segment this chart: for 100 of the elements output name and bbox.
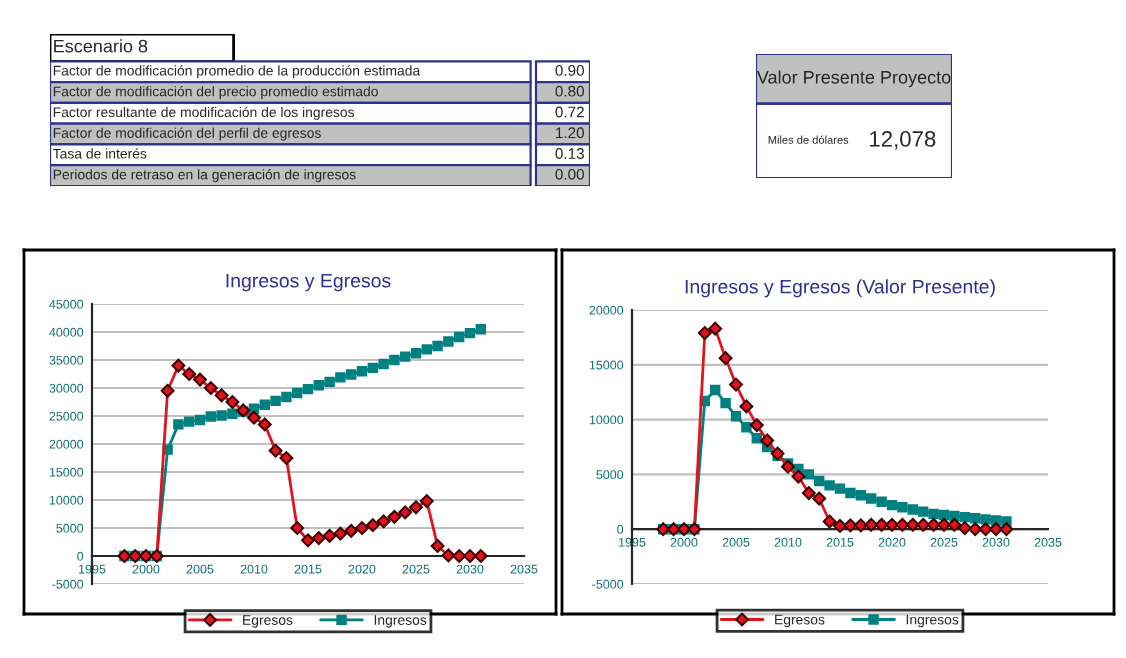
point xyxy=(905,517,920,532)
point xyxy=(864,517,879,532)
point xyxy=(957,521,972,536)
point xyxy=(257,417,272,432)
point xyxy=(290,521,305,535)
point xyxy=(739,399,754,414)
point xyxy=(895,517,910,532)
point xyxy=(389,354,400,366)
point xyxy=(813,475,825,487)
point xyxy=(729,377,743,392)
point xyxy=(365,518,380,533)
point xyxy=(291,387,303,399)
point xyxy=(378,358,389,370)
point xyxy=(916,517,931,532)
point xyxy=(803,469,815,480)
point xyxy=(311,531,326,546)
point xyxy=(999,522,1014,537)
text: Escenario 8 xyxy=(54,39,148,53)
point xyxy=(194,414,206,426)
point xyxy=(949,510,960,522)
point xyxy=(398,505,413,520)
point xyxy=(473,549,488,563)
point xyxy=(432,340,443,352)
point xyxy=(227,408,238,419)
point xyxy=(387,509,402,524)
point xyxy=(938,509,950,521)
chart-title: Ingresos y Egresos (Valor Presente) xyxy=(685,279,995,298)
point xyxy=(791,469,806,484)
point xyxy=(441,548,456,563)
text: 12,078 xyxy=(870,131,936,150)
point xyxy=(822,514,837,529)
point xyxy=(980,514,991,525)
chart-title: Ingresos y Egresos xyxy=(226,273,391,292)
text: Valor Presente Proyecto xyxy=(756,70,951,88)
point xyxy=(874,517,889,532)
point xyxy=(937,517,951,532)
point xyxy=(876,496,887,508)
point xyxy=(718,351,733,366)
point xyxy=(464,327,476,339)
point xyxy=(475,323,487,335)
point xyxy=(834,483,846,494)
point xyxy=(824,480,835,491)
point xyxy=(399,351,411,362)
point xyxy=(801,486,816,500)
point xyxy=(697,326,712,340)
point xyxy=(897,502,908,513)
point xyxy=(855,490,867,501)
point xyxy=(183,416,195,427)
point xyxy=(225,395,240,409)
point xyxy=(865,493,877,504)
point xyxy=(302,383,314,395)
point xyxy=(886,499,898,511)
point xyxy=(452,549,467,563)
point xyxy=(917,506,929,517)
point xyxy=(928,508,939,520)
point xyxy=(410,348,422,359)
point xyxy=(730,411,742,422)
point xyxy=(843,518,858,533)
point xyxy=(259,399,271,411)
point xyxy=(247,410,261,425)
point xyxy=(741,422,752,433)
point xyxy=(947,517,962,532)
point xyxy=(344,523,359,538)
point xyxy=(216,410,227,421)
point xyxy=(978,522,993,537)
point xyxy=(443,336,454,347)
point xyxy=(812,491,827,506)
point xyxy=(173,419,184,430)
point xyxy=(968,522,983,537)
point xyxy=(453,331,465,343)
point xyxy=(313,379,325,391)
point xyxy=(781,459,795,474)
point xyxy=(367,362,379,374)
point xyxy=(720,397,731,409)
point xyxy=(749,418,764,433)
point xyxy=(708,321,723,336)
point xyxy=(969,513,981,524)
point xyxy=(926,517,941,532)
point xyxy=(268,443,283,458)
point xyxy=(421,344,433,355)
point xyxy=(989,522,1003,537)
point xyxy=(853,518,868,533)
point xyxy=(376,514,391,529)
point xyxy=(959,511,971,523)
point xyxy=(301,533,315,548)
point xyxy=(182,367,197,381)
point xyxy=(281,391,292,403)
point xyxy=(335,372,346,383)
point xyxy=(709,384,721,396)
point xyxy=(760,433,775,448)
point xyxy=(907,504,919,515)
point xyxy=(171,358,186,373)
point xyxy=(193,372,207,387)
point xyxy=(345,369,357,380)
point xyxy=(333,526,348,541)
point xyxy=(160,383,175,398)
point xyxy=(322,528,337,543)
point xyxy=(355,521,369,535)
point xyxy=(324,376,335,388)
point xyxy=(751,433,763,444)
